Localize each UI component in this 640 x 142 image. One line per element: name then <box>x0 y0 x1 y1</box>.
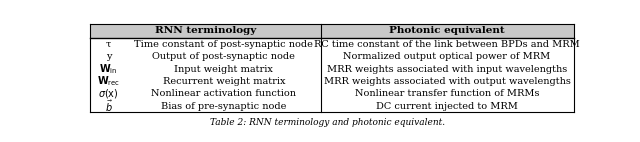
Text: Nonlinear activation function: Nonlinear activation function <box>151 89 296 98</box>
Text: Recurrent weight matrix: Recurrent weight matrix <box>163 77 285 86</box>
Text: Nonlinear transfer function of MRMs: Nonlinear transfer function of MRMs <box>355 89 540 98</box>
Text: τ: τ <box>106 40 111 49</box>
Text: MRR weights associated with output wavelengths: MRR weights associated with output wavel… <box>324 77 570 86</box>
Text: MRR weights associated with input wavelengths: MRR weights associated with input wavele… <box>327 65 567 74</box>
Text: $\vec{b}$: $\vec{b}$ <box>104 98 113 114</box>
Text: RNN terminology: RNN terminology <box>155 26 256 36</box>
Text: Output of post-synaptic node: Output of post-synaptic node <box>152 52 295 61</box>
Bar <box>90 24 573 38</box>
Text: $\mathbf{W}_{\mathrm{in}}$: $\mathbf{W}_{\mathrm{in}}$ <box>99 62 118 76</box>
Text: Input weight matrix: Input weight matrix <box>175 65 273 74</box>
Text: Normalized output optical power of MRM: Normalized output optical power of MRM <box>344 52 550 61</box>
Text: y: y <box>106 52 111 61</box>
Text: Bias of pre-synaptic node: Bias of pre-synaptic node <box>161 102 287 110</box>
Text: Table 2: RNN terminology and photonic equivalent.: Table 2: RNN terminology and photonic eq… <box>211 118 445 127</box>
Text: RC time constant of the link between BPDs and MRM: RC time constant of the link between BPD… <box>314 40 580 49</box>
Text: DC current injected to MRM: DC current injected to MRM <box>376 102 518 110</box>
Text: $\mathbf{W}_{\mathrm{rec}}$: $\mathbf{W}_{\mathrm{rec}}$ <box>97 75 120 88</box>
Text: Photonic equivalent: Photonic equivalent <box>389 26 505 36</box>
Text: $\sigma(\mathrm{x})$: $\sigma(\mathrm{x})$ <box>98 87 119 100</box>
Text: Time constant of post-synaptic node: Time constant of post-synaptic node <box>134 40 313 49</box>
